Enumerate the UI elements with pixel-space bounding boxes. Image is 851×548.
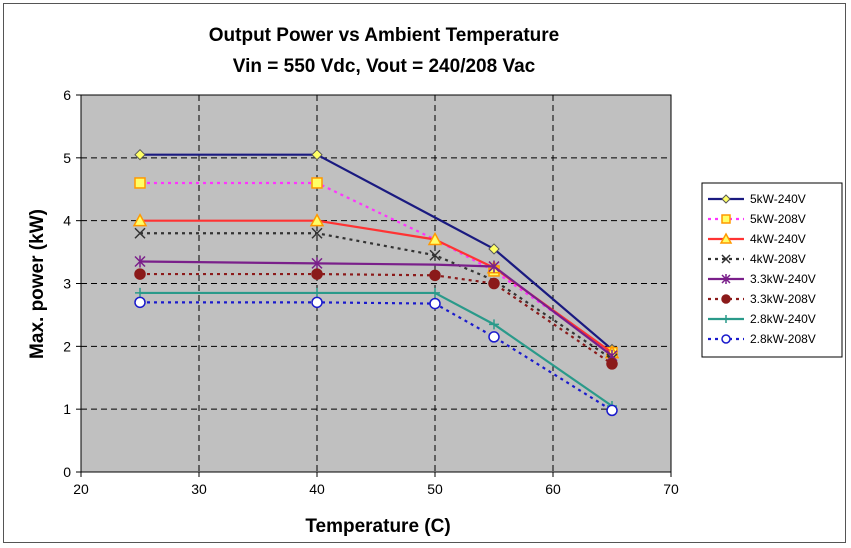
series-line	[140, 232, 613, 360]
legend-box	[701, 182, 843, 358]
data-point	[134, 268, 146, 280]
x-axis-title: Temperature (C)	[305, 516, 450, 537]
data-point	[311, 257, 323, 270]
data-point	[134, 227, 146, 239]
series-2.8kW-208V	[134, 296, 618, 417]
grid-lines	[81, 95, 671, 472]
data-point	[721, 274, 731, 284]
data-point	[311, 268, 323, 280]
legend: 5kW-240V 5kW-208V 4kW-240V 4kW-208V 3.3kW-24…	[701, 182, 843, 358]
series-group	[132, 148, 620, 417]
legend-item: 5kW-240V	[708, 192, 806, 206]
x-tick-label: 50	[427, 481, 443, 497]
data-point	[721, 194, 731, 204]
y-tick-label: 5	[63, 150, 71, 166]
legend-item: 4kW-208V	[708, 252, 806, 266]
legend-item: 3.3kW-208V	[708, 292, 816, 306]
data-point	[429, 269, 441, 282]
data-point	[488, 277, 500, 290]
data-point	[312, 287, 322, 298]
legend-label: 5kW-208V	[750, 212, 806, 226]
legend-label: 3.3kW-208V	[750, 292, 816, 306]
data-point	[606, 358, 618, 370]
legend-label: 2.8kW-208V	[750, 332, 816, 346]
x-tick-label: 40	[309, 481, 325, 497]
data-point	[722, 315, 730, 323]
data-point	[721, 254, 731, 264]
y-tick-label: 2	[63, 338, 71, 354]
y-axis-title: Max. power (kW)	[27, 209, 48, 359]
data-point	[309, 213, 325, 227]
y-tick-label: 6	[63, 87, 71, 103]
data-point	[134, 255, 146, 268]
data-point	[134, 177, 146, 189]
chart-subtitle: Vin = 550 Vdc, Vout = 240/208 Vac	[233, 56, 536, 77]
data-point	[488, 260, 500, 273]
y-tick-label: 4	[63, 213, 71, 229]
legend-label: 4kW-240V	[750, 232, 806, 246]
data-point	[132, 213, 148, 227]
series-3.3kW-240V	[134, 255, 618, 362]
y-tick-label: 3	[63, 276, 71, 292]
data-point	[135, 287, 145, 298]
legend-item: 3.3kW-240V	[708, 272, 816, 286]
data-point	[134, 148, 146, 161]
data-point	[489, 319, 499, 330]
data-point	[719, 232, 733, 244]
legend-label: 4kW-208V	[750, 252, 806, 266]
data-point	[488, 331, 500, 343]
series-line	[139, 260, 613, 357]
data-point	[721, 294, 731, 304]
axis-ticks: 20 30 40 50 60 70 0 1 2 3 4 5 6	[63, 87, 679, 497]
chart-title: Output Power vs Ambient Temperature	[209, 25, 560, 46]
legend-item: 2.8kW-240V	[708, 312, 816, 326]
y-tick-label: 0	[63, 464, 71, 480]
data-point	[429, 297, 441, 310]
x-tick-label: 70	[663, 481, 679, 497]
data-point	[606, 404, 618, 417]
series-3.3kW-208V	[134, 268, 618, 370]
legend-label: 2.8kW-240V	[750, 312, 816, 326]
legend-item: 4kW-240V	[708, 232, 806, 246]
series-line	[140, 153, 613, 351]
data-point	[429, 249, 441, 261]
data-point	[311, 227, 323, 239]
legend-label: 3.3kW-240V	[750, 272, 816, 286]
x-tick-label: 30	[191, 481, 207, 497]
data-point	[721, 214, 731, 224]
legend-item: 2.8kW-208V	[708, 332, 816, 346]
y-tick-label: 1	[63, 401, 71, 417]
data-point	[427, 231, 443, 246]
data-point	[430, 287, 440, 298]
data-point	[488, 243, 500, 255]
data-point	[311, 177, 323, 189]
legend-label: 5kW-240V	[750, 192, 806, 206]
legend-item: 5kW-208V	[708, 212, 806, 226]
data-point	[311, 148, 323, 161]
series-2.8kW-240V	[135, 287, 617, 412]
data-point	[311, 296, 323, 309]
data-point	[134, 296, 146, 309]
series-line	[140, 181, 613, 354]
x-tick-label: 60	[545, 481, 561, 497]
data-point	[721, 334, 731, 344]
x-tick-label: 20	[73, 481, 89, 497]
